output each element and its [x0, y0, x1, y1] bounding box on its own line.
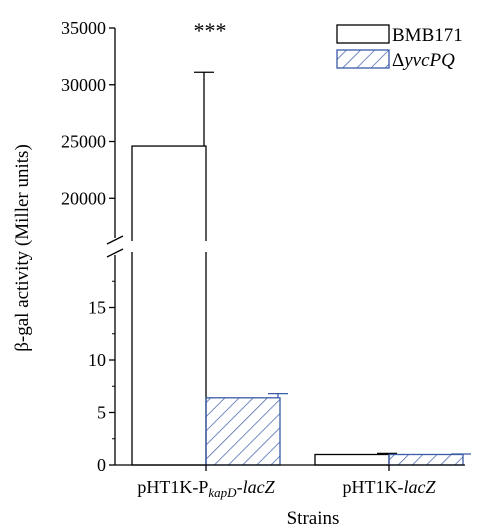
y-tick-label: 5	[97, 403, 106, 423]
bar-bmb171-0	[131, 145, 207, 466]
y-tick-label: 35000	[61, 18, 106, 38]
y-tick-label: 0	[97, 455, 106, 475]
bar-bmb171-1	[314, 453, 390, 466]
y-tick-label: 15	[88, 298, 106, 318]
legend-label: BMB171	[392, 25, 463, 46]
legend-swatch	[336, 24, 390, 44]
x-tick-label: pHT1K-lacZ	[342, 477, 436, 497]
y-tick-label: 25000	[61, 132, 106, 152]
bar-yvcpq-0	[205, 397, 281, 466]
x-tick-label: pHT1K-PkapD-lacZ	[137, 477, 275, 500]
bar-yvcpq-1	[388, 453, 464, 466]
x-axis-title: Strains	[287, 508, 340, 529]
significance-annotation: ***	[194, 18, 227, 43]
y-axis-title: β-gal activity (Miller units)	[12, 144, 33, 352]
axis-break-mark	[106, 248, 124, 258]
axis-break-mark	[106, 235, 124, 245]
axis-break-gap	[0, 241, 300, 252]
legend-label: ΔyvcPQ	[392, 50, 455, 71]
y-tick-label: 30000	[61, 75, 106, 95]
y-tick-label: 10	[88, 350, 106, 370]
y-tick-label: 20000	[61, 188, 106, 208]
legend-swatch	[336, 49, 390, 69]
